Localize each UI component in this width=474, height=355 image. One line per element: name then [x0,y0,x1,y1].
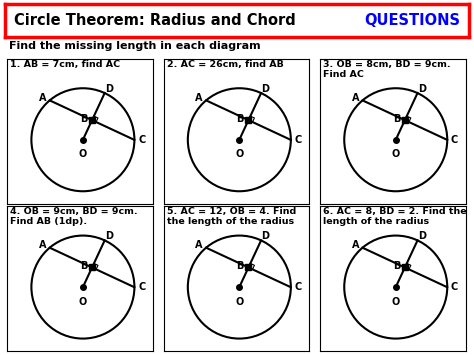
Text: C: C [138,282,146,292]
Text: QUESTIONS: QUESTIONS [364,13,460,28]
Text: A: A [39,93,46,103]
Text: A: A [195,240,202,250]
Text: D: D [262,83,270,94]
Text: D: D [262,231,270,241]
Text: B: B [80,261,87,271]
Text: B: B [393,261,400,271]
Text: D: D [418,83,426,94]
Text: B: B [80,114,87,124]
Text: O: O [79,296,87,307]
Text: C: C [294,282,302,292]
Text: C: C [138,135,146,145]
Text: Find the missing length in each diagram: Find the missing length in each diagram [9,41,261,51]
Text: O: O [392,296,400,307]
Text: C: C [294,135,302,145]
Text: C: C [451,282,458,292]
Text: A: A [195,93,202,103]
Text: C: C [451,135,458,145]
Text: 4. OB = 9cm, BD = 9cm.
Find AB (1dp).: 4. OB = 9cm, BD = 9cm. Find AB (1dp). [10,207,138,226]
Text: B: B [237,114,244,124]
Text: B: B [393,114,400,124]
Text: A: A [39,240,46,250]
Text: A: A [352,93,359,103]
Text: O: O [235,296,244,307]
Text: A: A [352,240,359,250]
Text: 1. AB = 7cm, find AC: 1. AB = 7cm, find AC [10,60,120,69]
Text: 6. AC = 8, BD = 2. Find the
length of the radius: 6. AC = 8, BD = 2. Find the length of th… [323,207,466,226]
Text: O: O [235,149,244,159]
Text: D: D [105,83,113,94]
Text: O: O [392,149,400,159]
Text: 2. AC = 26cm, find AB: 2. AC = 26cm, find AB [166,60,283,69]
Text: O: O [79,149,87,159]
Text: D: D [418,231,426,241]
Text: 3. OB = 8cm, BD = 9cm.
Find AC: 3. OB = 8cm, BD = 9cm. Find AC [323,60,451,79]
Text: 5. AC = 12, OB = 4. Find
the length of the radius: 5. AC = 12, OB = 4. Find the length of t… [166,207,296,226]
Text: B: B [237,261,244,271]
Text: D: D [105,231,113,241]
Text: Circle Theorem: Radius and Chord: Circle Theorem: Radius and Chord [14,13,296,28]
